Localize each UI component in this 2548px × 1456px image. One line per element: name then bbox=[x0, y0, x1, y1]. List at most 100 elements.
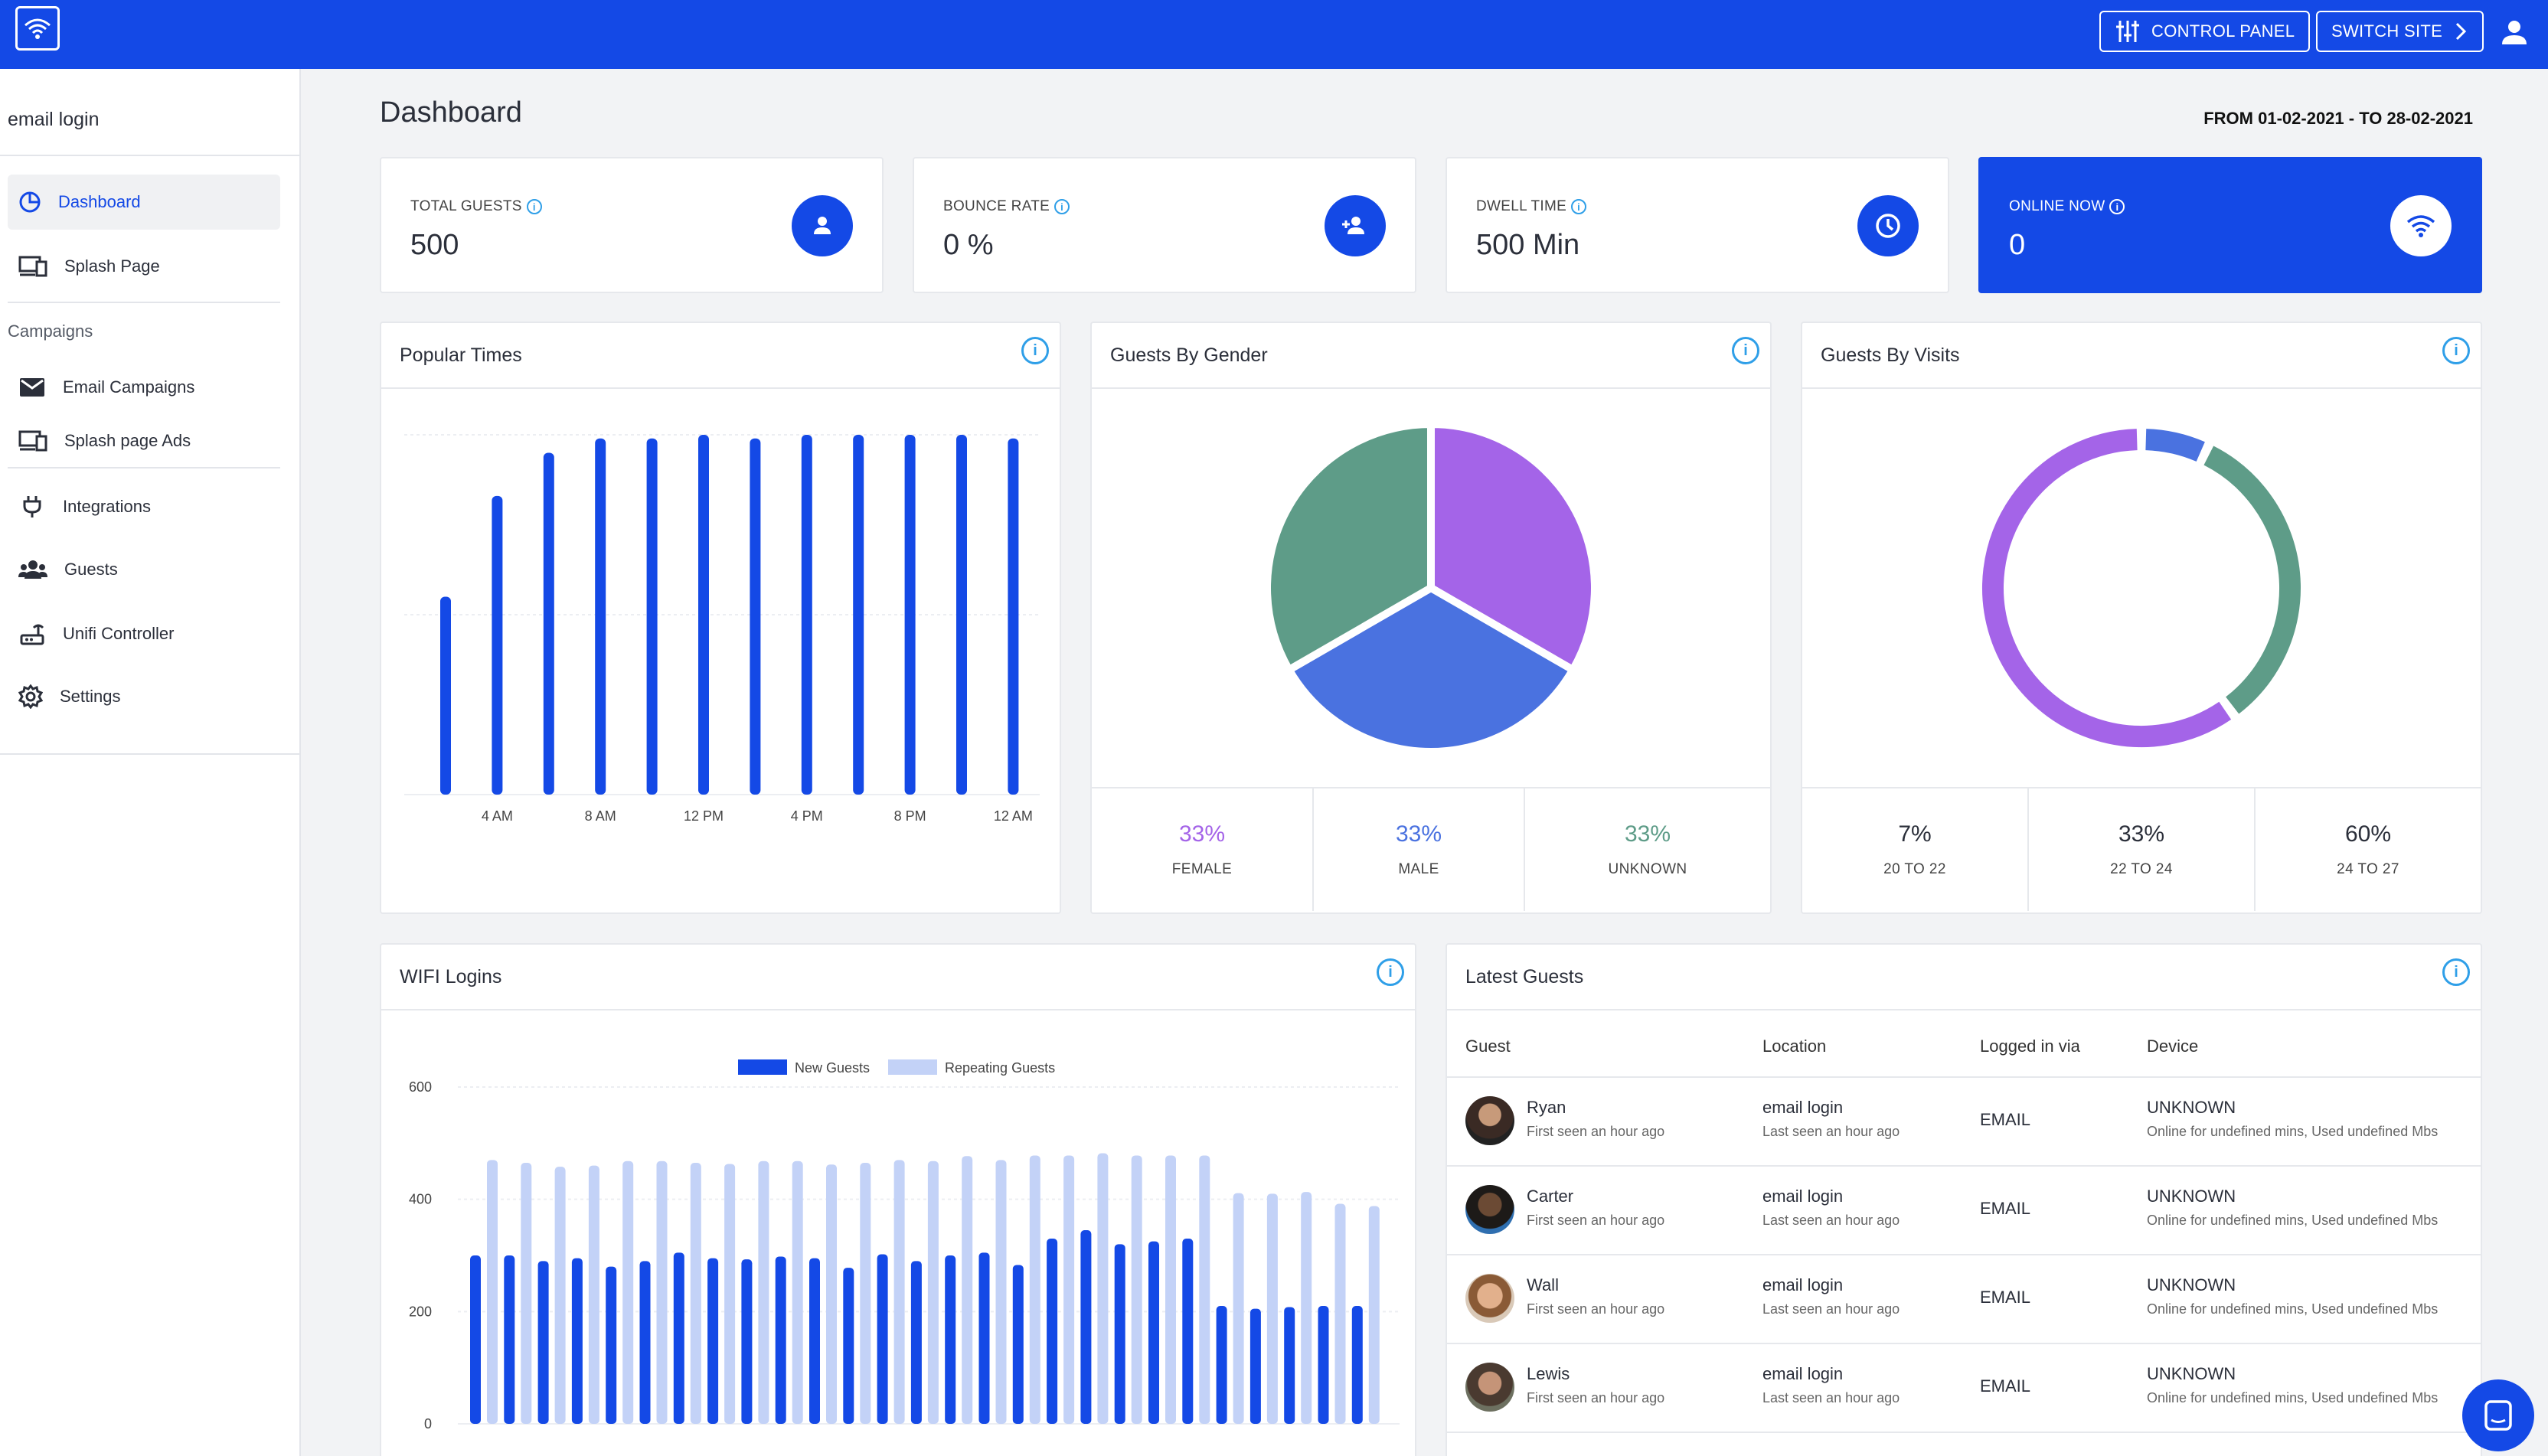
info-icon[interactable]: i bbox=[1571, 199, 1587, 214]
visits-card: Guests By Visits i 7% 20 TO 22 33% 22 TO… bbox=[1801, 322, 2482, 914]
info-icon[interactable]: i bbox=[2442, 337, 2470, 364]
bar bbox=[543, 452, 554, 795]
bar-repeating-guests bbox=[1334, 1203, 1346, 1424]
y-tick-label: 600 bbox=[409, 1079, 432, 1095]
sidebar: email login Dashboard Splash Page Campai… bbox=[0, 69, 301, 1456]
sidebar-item-label: Splash Page bbox=[64, 256, 160, 276]
clock-icon bbox=[1857, 195, 1919, 256]
legend-swatch bbox=[888, 1059, 937, 1075]
guest-name[interactable]: Wall bbox=[1527, 1275, 1559, 1294]
guest-first-seen: First seen an hour ago bbox=[1527, 1390, 1665, 1405]
legend-label: 20 TO 22 bbox=[1883, 861, 1946, 877]
info-icon[interactable]: i bbox=[2109, 199, 2125, 214]
table-row[interactable]: Wall First seen an hour ago email login … bbox=[1447, 1254, 2481, 1343]
guest-first-seen: First seen an hour ago bbox=[1527, 1124, 1665, 1139]
guest-device-usage: Online for undefined mins, Used undefine… bbox=[2147, 1390, 2439, 1405]
bar-new-guests bbox=[910, 1261, 922, 1424]
bar-new-guests bbox=[1114, 1244, 1125, 1424]
sidebar-item-splash-page-ads[interactable]: Splash page Ads bbox=[8, 413, 280, 468]
bar-new-guests bbox=[1182, 1239, 1194, 1424]
guest-name[interactable]: Carter bbox=[1527, 1187, 1574, 1206]
sidebar-item-settings[interactable]: Settings bbox=[8, 669, 280, 724]
sidebar-item-dashboard[interactable]: Dashboard bbox=[8, 175, 280, 230]
legend-label: MALE bbox=[1398, 861, 1439, 877]
bar-repeating-guests bbox=[1368, 1206, 1380, 1424]
date-range[interactable]: FROM 01-02-2021 - TO 28-02-2021 bbox=[2203, 109, 2473, 128]
sidebar-item-unifi-controller[interactable]: Unifi Controller bbox=[8, 606, 280, 661]
table-row[interactable]: Lewis First seen an hour ago email login… bbox=[1447, 1343, 2481, 1432]
info-icon[interactable]: i bbox=[1377, 958, 1404, 986]
bar-new-guests bbox=[606, 1266, 617, 1424]
sidebar-item-guests[interactable]: Guests bbox=[8, 542, 280, 597]
bar bbox=[750, 438, 761, 795]
guest-device-usage: Online for undefined mins, Used undefine… bbox=[2147, 1213, 2439, 1228]
donut-segment bbox=[2145, 429, 2205, 462]
popular-times-chart: 4 AM 8 AM 12 PM 4 PM 8 PM 12 AM bbox=[404, 434, 1040, 824]
guest-device: UNKNOWN bbox=[2147, 1275, 2236, 1294]
y-tick-label: 400 bbox=[409, 1192, 432, 1207]
stat-label: ONLINE NOW i bbox=[2009, 198, 2125, 215]
stat-label-text: DWELL TIME bbox=[1476, 198, 1567, 214]
control-panel-label: CONTROL PANEL bbox=[2151, 21, 2295, 41]
router-icon bbox=[20, 624, 44, 645]
bar-repeating-guests bbox=[1233, 1193, 1244, 1424]
x-tick-label: 4 AM bbox=[482, 808, 513, 824]
table-row[interactable]: Ryan First seen an hour ago email login … bbox=[1447, 1076, 2481, 1165]
info-icon[interactable]: i bbox=[2442, 958, 2470, 986]
bar-new-guests bbox=[673, 1252, 684, 1424]
stat-card-dwell-time: DWELL TIME i 500 Min bbox=[1446, 157, 1949, 293]
person-add-icon bbox=[1325, 195, 1386, 256]
bar-new-guests bbox=[1216, 1306, 1227, 1424]
sidebar-item-label: Settings bbox=[60, 687, 121, 706]
bar-repeating-guests bbox=[724, 1164, 736, 1424]
stat-label-text: ONLINE NOW bbox=[2009, 198, 2105, 214]
chat-widget-button[interactable] bbox=[2462, 1379, 2534, 1451]
switch-site-button[interactable]: SWITCH SITE bbox=[2316, 11, 2484, 52]
stat-card-bounce-rate: BOUNCE RATE i 0 % bbox=[913, 157, 1416, 293]
bar-repeating-guests bbox=[962, 1156, 973, 1424]
bar-new-guests bbox=[945, 1255, 956, 1424]
wifi-logins-card: WIFI Logins i 0 200 400 600 New Guests Repeat… bbox=[380, 943, 1416, 1456]
bar-repeating-guests bbox=[521, 1163, 532, 1424]
table-row[interactable]: Carter First seen an hour ago email logi… bbox=[1447, 1165, 2481, 1254]
column-header-logged-in-via[interactable]: Logged in via bbox=[1980, 1037, 2080, 1056]
mail-icon bbox=[20, 378, 44, 397]
avatar bbox=[1465, 1274, 1514, 1323]
info-icon[interactable]: i bbox=[1021, 337, 1049, 364]
stat-card-online-now: ONLINE NOW i 0 bbox=[1978, 157, 2482, 293]
bar-repeating-guests bbox=[690, 1163, 701, 1424]
bar-new-guests bbox=[537, 1261, 549, 1424]
sidebar-item-label: Unifi Controller bbox=[63, 624, 175, 643]
info-icon[interactable]: i bbox=[526, 199, 542, 214]
gender-pie-chart bbox=[1263, 420, 1599, 756]
switch-site-label: SWITCH SITE bbox=[2331, 21, 2443, 41]
bar-repeating-guests bbox=[487, 1160, 498, 1424]
wifi-logo-icon[interactable] bbox=[15, 6, 60, 51]
column-header-guest[interactable]: Guest bbox=[1465, 1037, 1511, 1056]
table-row[interactable] bbox=[1447, 1432, 2481, 1456]
guest-name[interactable]: Lewis bbox=[1527, 1364, 1570, 1383]
bar bbox=[595, 438, 606, 795]
bar-new-guests bbox=[775, 1256, 786, 1424]
legend-pct: 7% bbox=[1898, 821, 1932, 847]
info-icon[interactable]: i bbox=[1054, 199, 1070, 214]
gear-icon bbox=[18, 684, 43, 709]
card-divider bbox=[381, 1009, 1415, 1010]
control-panel-button[interactable]: CONTROL PANEL bbox=[2099, 11, 2311, 52]
user-account-icon[interactable] bbox=[2499, 17, 2530, 51]
column-header-device[interactable]: Device bbox=[2147, 1037, 2199, 1056]
sidebar-item-splash-page[interactable]: Splash Page bbox=[8, 239, 280, 294]
legend-20-to-22: 7% 20 TO 22 bbox=[1802, 788, 2029, 911]
info-icon[interactable]: i bbox=[1732, 337, 1759, 364]
bar-new-guests bbox=[470, 1255, 481, 1424]
bar-repeating-guests bbox=[995, 1160, 1007, 1424]
bar-repeating-guests bbox=[622, 1161, 634, 1424]
sidebar-item-email-campaigns[interactable]: Email Campaigns bbox=[8, 360, 280, 415]
guest-first-seen: First seen an hour ago bbox=[1527, 1301, 1665, 1317]
page-title: Dashboard bbox=[380, 96, 522, 129]
guest-name[interactable]: Ryan bbox=[1527, 1098, 1566, 1117]
sidebar-item-integrations[interactable]: Integrations bbox=[8, 479, 280, 534]
bar-repeating-guests bbox=[1301, 1192, 1312, 1424]
column-header-location[interactable]: Location bbox=[1762, 1037, 1827, 1056]
bar-new-guests bbox=[1318, 1306, 1329, 1424]
